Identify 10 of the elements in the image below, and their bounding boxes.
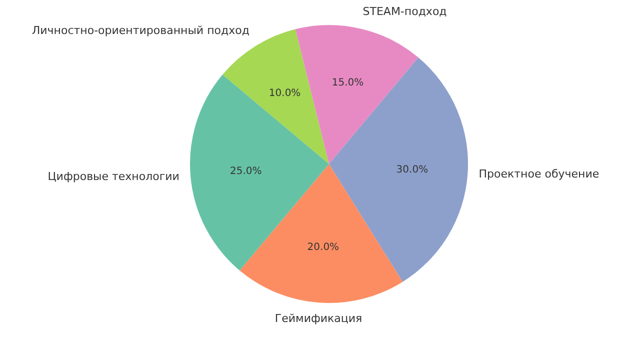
data-label: 25.0%	[230, 166, 262, 177]
slice-label: STEAM-подход	[362, 5, 448, 18]
slice-label: Геймификация	[274, 312, 362, 326]
slice-label: Цифровые технологии	[48, 170, 180, 183]
data-label: 30.0%	[396, 164, 428, 176]
slice-label: Проектное обучение	[478, 167, 600, 180]
data-label: 20.0%	[307, 242, 340, 253]
data-label: 10.0%	[268, 88, 301, 99]
slice-label: Личностно-ориентированный подход	[32, 24, 250, 38]
data-label: 15.0%	[332, 77, 364, 88]
